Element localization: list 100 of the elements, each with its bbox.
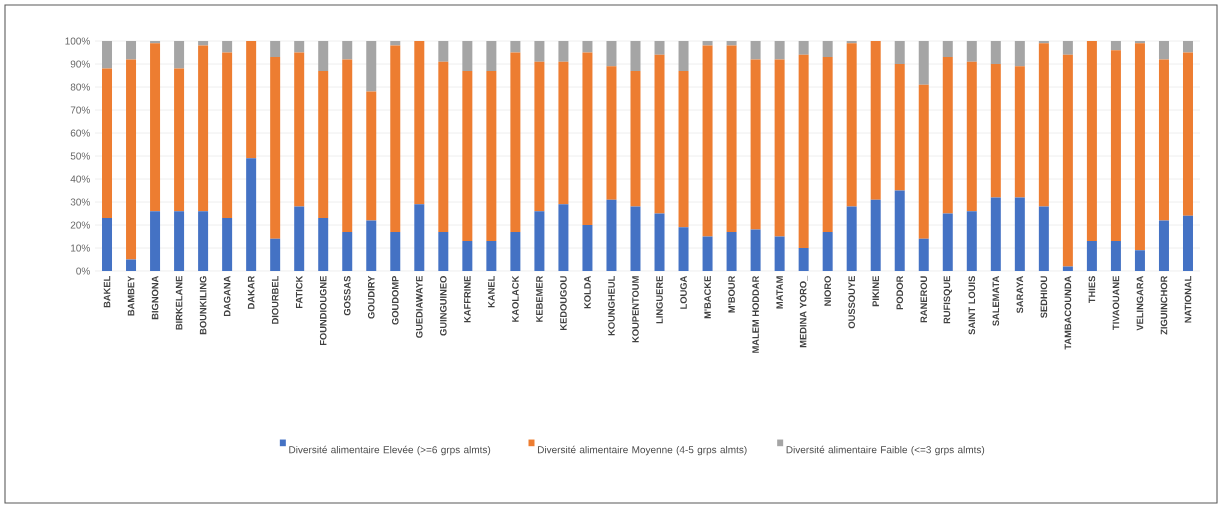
y-tick-label: 30%	[70, 198, 90, 206]
bar	[486, 70, 497, 242]
bar	[222, 52, 233, 219]
bar	[1086, 241, 1097, 271]
bar	[678, 70, 689, 228]
bar	[102, 68, 113, 219]
y-tick-label: 60%	[70, 129, 90, 137]
bar	[438, 41, 449, 62]
bar	[510, 52, 521, 232]
bar	[222, 218, 233, 271]
x-tick-label: GOUDOMP	[391, 276, 399, 325]
x-tick-label: KOLDA	[584, 275, 591, 309]
bar	[1038, 43, 1049, 207]
x-tick-label: BOUNKILING	[199, 276, 207, 335]
bar	[558, 61, 569, 205]
bar	[798, 248, 809, 271]
bar	[966, 41, 977, 62]
bar	[942, 213, 953, 271]
bar	[342, 231, 353, 271]
bar	[798, 54, 809, 248]
x-tick-label: KANEL	[488, 276, 495, 308]
bar	[1062, 266, 1073, 271]
bar	[318, 218, 329, 271]
bar	[390, 41, 401, 46]
x-tick-label: MEDINA YORO_	[799, 275, 808, 348]
x-tick-label: PODOR	[896, 275, 904, 310]
bar	[198, 41, 209, 46]
bar	[846, 206, 857, 271]
bar	[486, 41, 497, 71]
bar	[774, 59, 785, 237]
x-tick-label: BAMBEY	[127, 275, 135, 316]
bar	[366, 41, 377, 92]
bar	[126, 259, 137, 271]
bar	[774, 41, 785, 60]
bar	[366, 91, 377, 221]
x-tick-label: TAMBACOUNDA	[1064, 275, 1072, 350]
bar	[630, 70, 641, 207]
x-tick-label: GOSSAS	[343, 276, 351, 316]
x-tick-label: DAGANA	[223, 275, 231, 317]
x-tick-label: M'BACKE	[704, 276, 711, 319]
x-tick-label: ZIGUINCHOR	[1160, 275, 1168, 335]
bar	[366, 220, 377, 271]
bar	[462, 70, 473, 242]
y-tick-label: 100%	[65, 37, 90, 45]
bar	[126, 59, 137, 260]
bar	[582, 225, 593, 271]
bar	[294, 206, 305, 271]
bar	[606, 66, 617, 200]
bar	[654, 213, 665, 271]
x-tick-label: SAINT LOUIS	[968, 276, 976, 335]
bar	[318, 70, 329, 219]
bar	[438, 231, 449, 271]
x-tick-label: M'BOUR	[728, 275, 735, 313]
bar	[606, 41, 617, 67]
bar	[342, 59, 353, 232]
y-tick-label: 10%	[71, 244, 90, 252]
x-tick-label: PIKINE	[872, 276, 879, 307]
x-tick-label: BAKEL	[103, 276, 111, 308]
x-tick-label: VELINGARA	[1136, 275, 1144, 331]
bar	[534, 41, 545, 62]
legend-label: Diversité alimentaire Elevée (>=6 grps almts)	[289, 445, 491, 456]
x-tick-label: MALEM HODDAR	[752, 275, 759, 353]
bar	[750, 59, 761, 230]
bar	[318, 41, 329, 71]
bar	[654, 54, 665, 214]
bar	[726, 231, 737, 271]
bar	[822, 231, 833, 271]
bar	[918, 238, 929, 271]
bar	[294, 52, 305, 207]
bar	[750, 41, 761, 60]
bar	[1158, 59, 1169, 221]
x-tick-label: KEBEMER	[536, 275, 543, 322]
bar	[1110, 41, 1121, 51]
bar	[1038, 206, 1049, 271]
bar	[1182, 215, 1193, 271]
y-tick-label: 0%	[76, 267, 90, 275]
legend-label: Diversité alimentaire Moyenne (4-5 grps almts)	[537, 445, 747, 456]
bar	[1062, 41, 1073, 55]
bar	[1110, 50, 1121, 242]
bar	[1110, 241, 1121, 271]
bar	[582, 41, 593, 53]
bar	[414, 204, 425, 271]
bar	[990, 197, 1001, 271]
bar	[198, 211, 209, 271]
bar	[1014, 197, 1025, 271]
bar	[966, 61, 977, 212]
x-tick-label: GUINGUINEO	[440, 276, 447, 336]
x-tick-label: THIES	[1088, 276, 1096, 304]
bar	[726, 41, 737, 46]
bar	[894, 64, 905, 191]
bar	[414, 41, 425, 205]
bar	[630, 41, 641, 71]
bar	[198, 45, 209, 212]
bar	[246, 41, 257, 159]
x-tick-label: NIORO	[824, 276, 831, 306]
bar	[582, 52, 593, 225]
bar	[1062, 54, 1073, 267]
x-tick-label: FATICK	[295, 275, 303, 309]
x-tick-label: SEDHIOU	[1040, 276, 1048, 318]
bar	[990, 41, 1001, 64]
